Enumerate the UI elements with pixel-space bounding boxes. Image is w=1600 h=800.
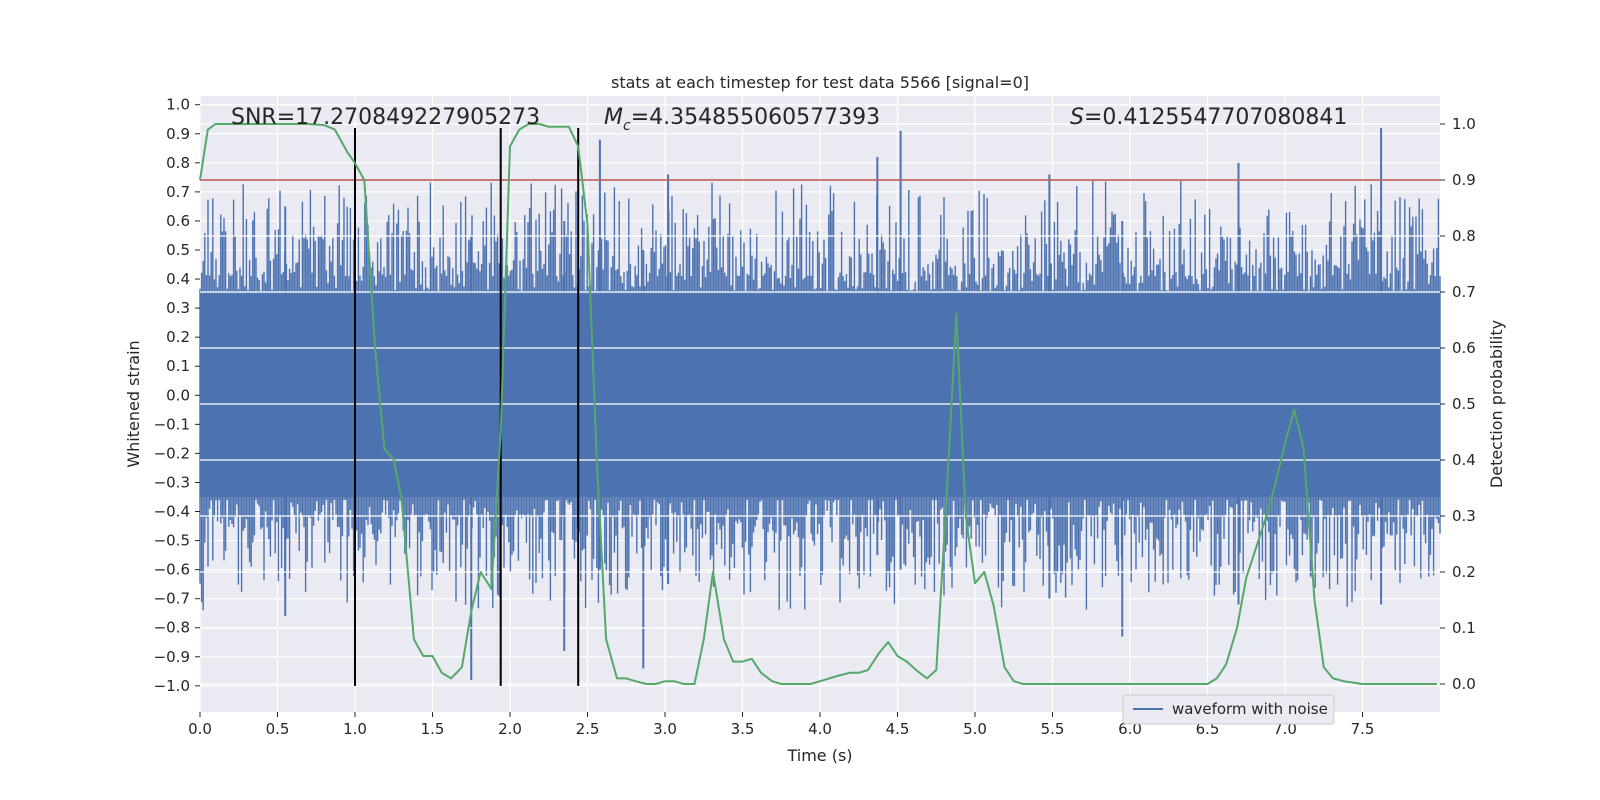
y-left-tick-label: 0.6 <box>166 212 190 230</box>
x-tick-label: 2.0 <box>498 720 522 738</box>
chirp-mass-annotation: Mc=4.354855060577393 <box>604 105 880 134</box>
y-right-tick-label: 0.1 <box>1452 619 1476 637</box>
y-left-tick-label: −0.3 <box>154 473 190 491</box>
legend-box <box>1122 694 1335 725</box>
waveform-series <box>199 127 1441 681</box>
y-left-tick-label: −0.5 <box>154 532 190 550</box>
y-right-tick-label: 0.0 <box>1452 675 1476 693</box>
y-left-tick-label: −0.1 <box>154 415 190 433</box>
s-value: =0.4125547707080841 <box>1084 105 1347 130</box>
y-left-tick-label: −0.4 <box>154 503 190 521</box>
snr-value: 17.270849227905273 <box>295 105 540 130</box>
y-right-tick-label: 1.0 <box>1452 115 1476 133</box>
waveform-line <box>199 180 1441 611</box>
snr-annotation: SNR=17.270849227905273 <box>231 105 540 130</box>
y-right-tick-label: 0.2 <box>1452 563 1476 581</box>
x-tick-label: 0.0 <box>188 720 212 738</box>
x-tick-label: 7.5 <box>1351 720 1375 738</box>
y-left-tick-label: −1.0 <box>154 677 190 695</box>
y-left-tick-label: 0.0 <box>166 386 190 404</box>
x-axis-label: Time (s) <box>786 746 852 765</box>
snr-prefix: SNR= <box>231 105 295 130</box>
legend: waveform with noise <box>1122 694 1335 725</box>
y-right-tick-label: 0.7 <box>1452 283 1476 301</box>
y-right-tick-label: 0.3 <box>1452 507 1476 525</box>
y-left-tick-label: 0.7 <box>166 183 190 201</box>
y-right-tick-label: 0.5 <box>1452 395 1476 413</box>
mc-symbol: M <box>604 105 623 130</box>
mc-subscript: c <box>623 118 631 134</box>
right-axis-ticks: 1.0 0.9 0.8 0.7 0.6 0.5 0.4 0.3 0.2 0.1 0.0 <box>1440 115 1476 693</box>
y-left-tick-label: 0.9 <box>166 125 190 143</box>
mc-value: =4.354855060577393 <box>631 105 880 130</box>
x-tick-label: 3.0 <box>653 720 677 738</box>
y-left-tick-label: 0.4 <box>166 270 190 288</box>
x-tick-label: 1.5 <box>421 720 445 738</box>
y-right-tick-label: 0.6 <box>1452 339 1476 357</box>
y-right-tick-label: 0.4 <box>1452 451 1476 469</box>
y-left-tick-label: −0.7 <box>154 590 190 608</box>
y-left-tick-label: 0.3 <box>166 299 190 317</box>
x-tick-label: 4.5 <box>886 720 910 738</box>
probability-series <box>199 123 1437 685</box>
y-right-tick-label: 0.8 <box>1452 227 1476 245</box>
left-axis-ticks: 1.0 0.9 0.8 0.7 0.6 0.5 0.4 0.3 0.2 0.1 0.0 −0.1 −0.… <box>154 96 200 695</box>
y-left-tick-label: 0.5 <box>166 241 190 259</box>
x-tick-label: 5.5 <box>1041 720 1065 738</box>
y-left-tick-label: −0.9 <box>154 648 190 666</box>
legend-label-waveform: waveform with noise <box>1172 700 1328 718</box>
x-tick-label: 0.5 <box>266 720 290 738</box>
y-left-tick-label: 1.0 <box>166 96 190 114</box>
chart-title: stats at each timestep for test data 556… <box>611 73 1029 92</box>
s-symbol: S <box>1070 105 1084 130</box>
x-tick-label: 5.0 <box>963 720 987 738</box>
probability-line <box>199 123 1437 685</box>
x-tick-label: 2.5 <box>576 720 600 738</box>
x-axis-ticks: 0.0 0.5 1.0 1.5 2.0 2.5 3.0 3.5 4.0 4.5 5.0 5.5 6.0 6… <box>188 712 1374 738</box>
y-left-tick-label: 0.2 <box>166 328 190 346</box>
y-left-tick-label: 0.8 <box>166 154 190 172</box>
y-left-tick-label: 0.1 <box>166 357 190 375</box>
y-left-tick-label: −0.2 <box>154 444 190 462</box>
s-annotation: S=0.4125547707080841 <box>1070 105 1347 130</box>
x-tick-label: 3.5 <box>731 720 755 738</box>
right-axis-label: Detection probability <box>1487 320 1506 488</box>
left-axis-label: Whitened strain <box>124 340 143 467</box>
y-left-tick-label: −0.6 <box>154 561 190 579</box>
right-axis-grid <box>200 123 1440 685</box>
x-tick-label: 4.0 <box>808 720 832 738</box>
x-tick-label: 1.0 <box>343 720 367 738</box>
y-right-tick-label: 0.9 <box>1452 171 1476 189</box>
y-left-tick-label: −0.8 <box>154 619 190 637</box>
